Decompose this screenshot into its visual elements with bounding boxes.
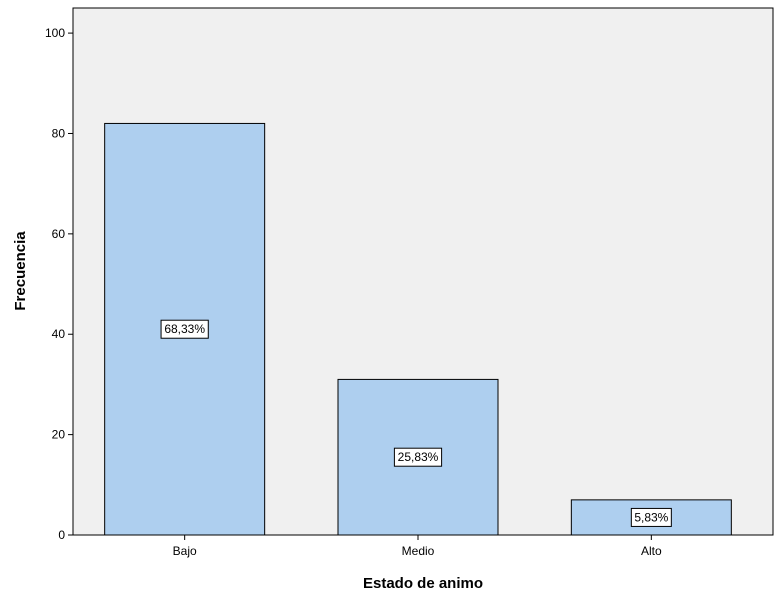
data-label-box — [393, 447, 443, 467]
y-axis: 0 20 40 60 80 100 — [45, 26, 73, 542]
bars-group: 68,33% 25,83% 5,83% — [104, 122, 732, 536]
data-label: 5,83% — [634, 510, 668, 524]
y-tick-label: 80 — [52, 126, 66, 140]
data-label-box — [630, 507, 672, 527]
data-label-box — [160, 319, 209, 339]
y-tick-label: 60 — [52, 227, 66, 241]
x-axis: Bajo Medio Alto — [173, 535, 662, 558]
x-tick-label: Bajo — [173, 544, 197, 558]
y-tick-label: 100 — [45, 26, 65, 40]
data-label: 68,33% — [164, 322, 205, 336]
x-axis-title: Estado de animo — [363, 575, 483, 592]
y-tick-label: 40 — [52, 327, 66, 341]
data-label: 25,83% — [398, 450, 439, 464]
y-tick-label: 20 — [52, 428, 66, 442]
y-tick-label: 0 — [58, 528, 65, 542]
x-tick-label: Alto — [641, 544, 662, 558]
x-tick-label: Medio — [402, 544, 435, 558]
y-axis-title: Frecuencia — [12, 231, 29, 311]
